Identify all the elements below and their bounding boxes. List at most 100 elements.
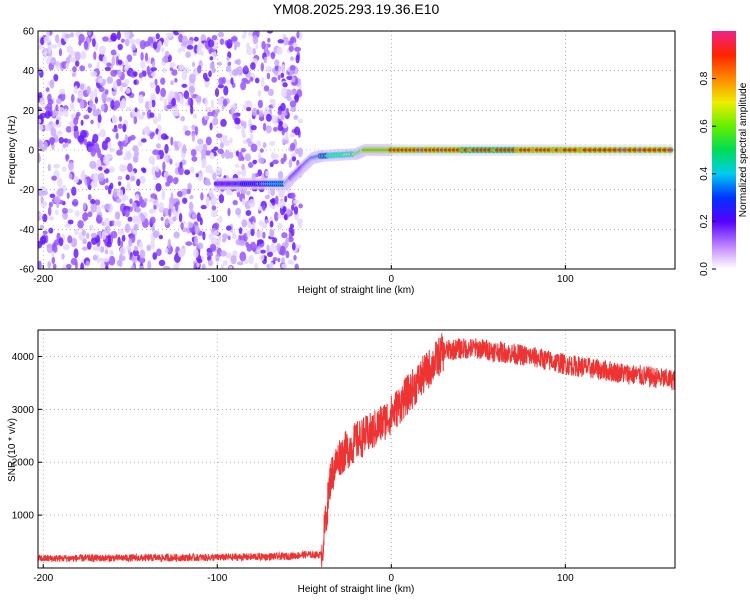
spectrogram-speckle [125, 174, 130, 181]
spectrogram-speckle [233, 43, 237, 51]
spectrogram-speckle [77, 220, 84, 229]
spectrogram-speckle [293, 254, 297, 261]
spectrogram-speckle [210, 169, 214, 176]
spectrogram-speckle [156, 248, 162, 257]
spectrogram-speckle [215, 240, 221, 248]
spectrogram-speckle [210, 210, 218, 218]
spectrogram-speckle [55, 60, 61, 70]
y-tick-label: -40 [20, 225, 35, 236]
spectrogram-speckle [71, 72, 76, 78]
spectrogram-speckle [98, 45, 106, 55]
spectrogram-speckle [190, 149, 197, 157]
spectrogram-speckle [263, 56, 268, 64]
spectrogram-speckle [131, 44, 137, 51]
spectrogram-speckle [83, 40, 89, 50]
snr-frame [37, 329, 676, 569]
spectrogram-speckle [69, 101, 75, 111]
spectrogram-speckle [73, 129, 80, 139]
spectrogram-speckle [149, 208, 154, 214]
spectrogram-speckle [237, 261, 244, 266]
spectrogram-speckle [221, 238, 227, 243]
spectrogram-speckle [218, 215, 223, 224]
spectrogram-speckle [88, 224, 94, 231]
spectrogram-speckle [73, 175, 79, 184]
spectrogram-speckle [289, 142, 296, 151]
spectrogram-speckle [139, 265, 144, 269]
spectrogram-speckle [124, 65, 129, 72]
spectrogram-speckle [243, 31, 247, 37]
spectrogram-speckle [80, 119, 84, 126]
spectrogram-speckle [149, 132, 154, 140]
spectrogram-speckle [102, 55, 108, 65]
spectrogram-speckle [133, 223, 139, 231]
spectrogram-speckle [75, 60, 80, 67]
spectrogram-speckle [47, 261, 52, 269]
spectrogram-speckle [227, 208, 231, 217]
spectrogram-speckle [40, 37, 45, 46]
spectrogram-speckle [138, 241, 144, 250]
spectrogram-speckle [151, 166, 156, 176]
spectrogram-speckle [46, 244, 53, 249]
spectrogram-speckle [120, 38, 125, 43]
spectrogram-speckle [226, 225, 232, 231]
spectrogram-speckle [100, 262, 106, 269]
spectrogram-speckle [133, 79, 137, 85]
spectrogram-speckle [185, 51, 191, 58]
colorbar-tick-label: 0.4 [699, 166, 710, 180]
spectrogram-speckle [240, 120, 244, 127]
spectrogram-speckle [202, 143, 208, 152]
spectrogram-speckle [244, 100, 252, 105]
spectrogram-speckle [46, 102, 53, 111]
spectrogram-speckle [147, 260, 152, 269]
spectrogram-speckle [97, 114, 102, 123]
spectrogram-speckle [146, 65, 150, 76]
spectrogram-speckle [269, 141, 276, 146]
spectrogram-speckle [205, 136, 212, 146]
spectrogram-speckle [240, 148, 246, 153]
spectrogram-speckle [209, 152, 215, 160]
spectrogram-speckle [116, 78, 122, 87]
spectrogram-speckle [211, 67, 216, 74]
spectrogram-speckle [267, 37, 271, 43]
spectrogram-speckle [255, 44, 259, 49]
spectrogram-speckle [93, 172, 100, 182]
spectrogram-speckle [235, 163, 240, 168]
spectrogram-speckle [79, 99, 85, 110]
spectrogram-speckle [282, 139, 289, 144]
spectrogram-speckle [181, 45, 186, 53]
spectrogram-speckle [207, 259, 214, 267]
spectrogram-speckle [250, 143, 258, 153]
spectrogram-speckle [277, 110, 282, 116]
spectrogram-speckle [277, 170, 284, 180]
spectrogram-speckle [288, 45, 294, 52]
spectrogram-speckle [97, 172, 105, 182]
spectrogram-speckle [285, 131, 289, 140]
spectrogram-speckle [241, 219, 248, 228]
spectrogram-speckle [191, 156, 198, 162]
spectrogram-speckle [249, 76, 254, 82]
spectrogram-speckle [256, 248, 261, 253]
x-tick-label: -100 [207, 274, 227, 285]
spectrogram-speckle [108, 166, 115, 174]
spectrogram-speckle [124, 134, 128, 144]
spectrogram-speckle [217, 97, 224, 105]
spectrogram-speckle [183, 125, 189, 131]
spectrogram-speckle [110, 230, 118, 239]
spectrogram-speckle [63, 244, 70, 251]
spectrogram-speckle [93, 88, 98, 98]
spectrogram-speckle [117, 175, 123, 181]
colorbar-tick-label: 0.6 [699, 119, 710, 133]
spectrogram-speckle [174, 78, 178, 83]
spectrogram-speckle [228, 190, 233, 196]
spectrogram-speckle [117, 69, 122, 78]
spectrogram-speckle [133, 245, 139, 252]
spectrogram-speckle [87, 31, 92, 36]
spectrogram-speckle [209, 122, 213, 131]
spectrogram-speckle [87, 241, 92, 250]
spectrogram-speckle [115, 211, 121, 220]
spectrogram-speckle [258, 220, 264, 226]
spectrogram-speckle [268, 88, 274, 97]
spectrogram-speckle [291, 242, 296, 251]
spectrogram-speckle [101, 92, 107, 103]
spectrogram-speckle [148, 198, 156, 203]
